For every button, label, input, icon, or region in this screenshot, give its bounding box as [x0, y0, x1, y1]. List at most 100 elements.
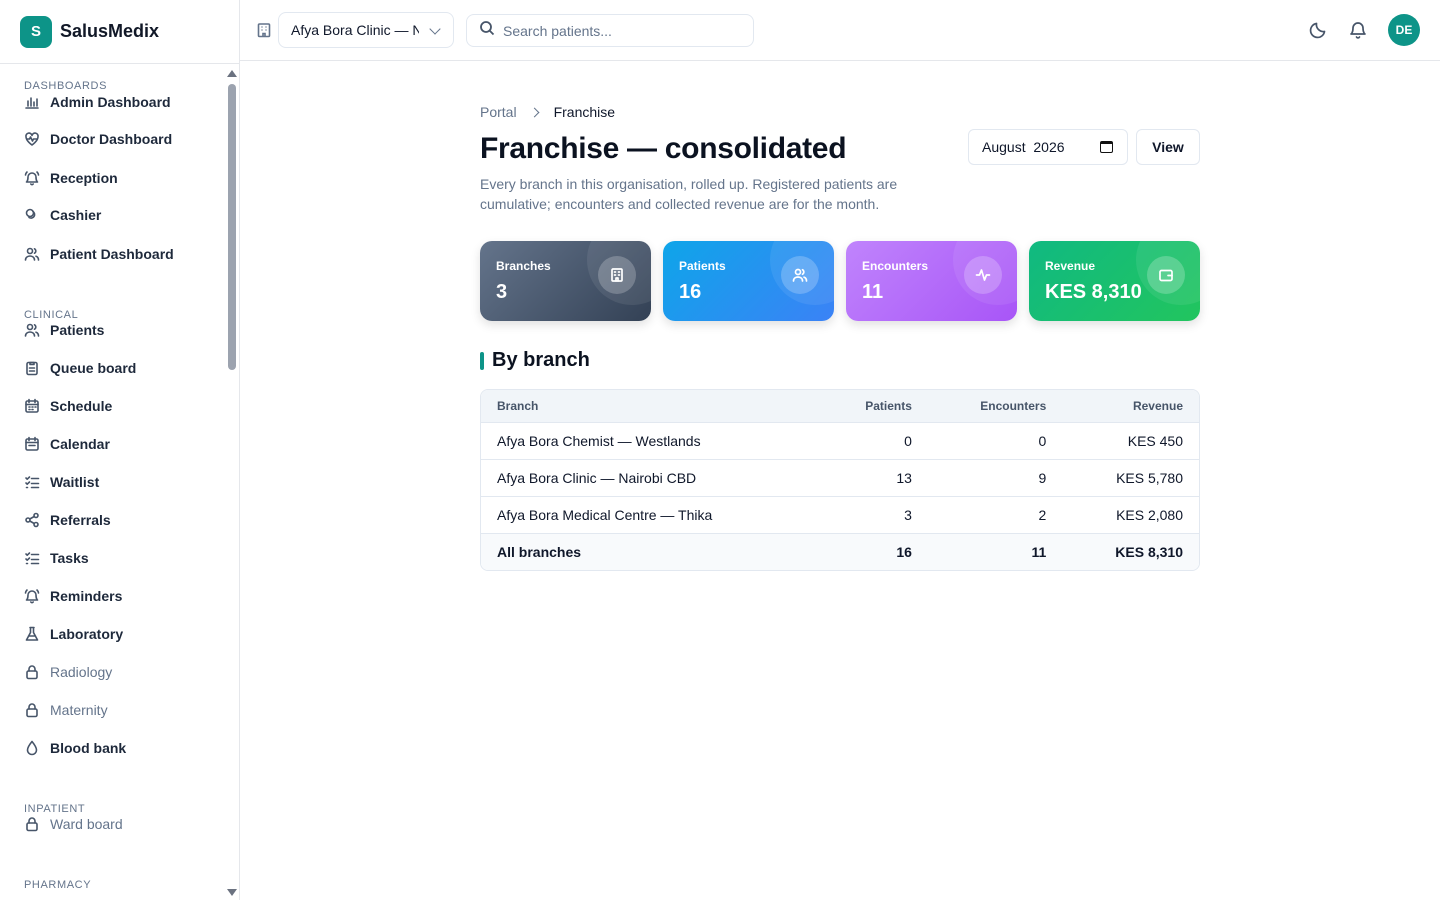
cell-encounters: 2: [927, 495, 1063, 533]
chevron-right-icon: [529, 107, 540, 117]
stat-card-branches: Branches 3: [480, 241, 651, 321]
sidebar-item-label: Schedule: [50, 398, 113, 414]
calendar-days-icon: [24, 436, 42, 452]
sidebar-nav: DASHBOARDS Admin Dashboard Doctor Dashboar…: [0, 64, 226, 900]
table-row: Afya Bora Chemist — Westlands 0 0 KES 45…: [481, 421, 1199, 459]
calendar-icon[interactable]: [1100, 141, 1113, 153]
sidebar-item-label: Cashier: [50, 207, 102, 223]
scroll-thumb[interactable]: [228, 84, 236, 370]
activity-icon: [964, 256, 1002, 294]
wallet-icon: [1147, 256, 1185, 294]
sidebar-item-label: Reception: [50, 170, 118, 186]
sidebar-item-label: Waitlist: [50, 474, 100, 490]
clipboard-icon: [24, 360, 42, 376]
branch-select-value: Afya Bora Clinic — Nairobi CBD: [291, 22, 419, 38]
sidebar-item-label: Maternity: [50, 702, 108, 718]
table-row: Afya Bora Medical Centre — Thika 3 2 KES…: [481, 495, 1199, 533]
cell-encounters: 0: [927, 421, 1063, 459]
scroll-up-arrow[interactable]: [227, 70, 237, 77]
sidebar-item-tasks[interactable]: Tasks: [0, 539, 226, 577]
user-avatar[interactable]: DE: [1388, 14, 1420, 46]
search-box[interactable]: [466, 14, 754, 47]
moon-icon[interactable]: [1308, 20, 1328, 40]
lock-icon: [24, 816, 42, 832]
sidebar-item-blood-bank[interactable]: Blood bank: [0, 729, 226, 767]
column-header-patients: Patients: [865, 398, 912, 413]
view-button[interactable]: View: [1136, 129, 1200, 165]
bar-chart-icon: [24, 94, 42, 110]
cell-branch: Afya Bora Chemist — Westlands: [481, 421, 821, 459]
sidebar-item-cashier[interactable]: Cashier: [0, 196, 226, 234]
sidebar-item-doctor-dashboard[interactable]: Doctor Dashboard: [0, 120, 226, 158]
coins-icon: [24, 207, 42, 223]
lock-icon: [24, 702, 42, 718]
sidebar-item-patient-dashboard[interactable]: Patient Dashboard: [0, 235, 226, 273]
stat-value: 3: [496, 281, 508, 303]
share-icon: [24, 512, 42, 528]
sidebar-item-calendar[interactable]: Calendar: [0, 425, 226, 463]
stat-label: Encounters: [862, 259, 929, 273]
search-input[interactable]: [503, 22, 743, 39]
bell-ring-icon: [24, 588, 42, 604]
sidebar-item-queue-board[interactable]: Queue board: [0, 349, 226, 387]
sidebar-section-dashboards: DASHBOARDS: [24, 80, 108, 92]
sidebar-item-admin-dashboard[interactable]: Admin Dashboard: [0, 83, 226, 121]
sidebar-item-reception[interactable]: Reception: [0, 159, 226, 197]
list-checks-icon: [24, 550, 42, 566]
cell-revenue: KES 5,780: [1062, 458, 1199, 496]
branch-table: Branch Patients Encounters Revenue Afya …: [480, 389, 1200, 571]
sidebar-section-pharmacy: PHARMACY: [24, 879, 92, 891]
users-icon: [781, 256, 819, 294]
month-input[interactable]: August 2026: [968, 129, 1128, 165]
stat-value: KES 8,310: [1045, 281, 1142, 303]
topbar: Afya Bora Clinic — Nairobi CBD DE: [240, 0, 1440, 61]
sidebar-item-referrals[interactable]: Referrals: [0, 501, 226, 539]
page-title: Franchise — consolidated: [480, 132, 847, 165]
bell-ring-icon: [24, 170, 42, 186]
table-total-row: All branches 16 11 KES 8,310: [481, 532, 1199, 570]
cell-total-encounters: 11: [927, 532, 1063, 570]
search-icon: [479, 20, 495, 41]
scroll-down-arrow[interactable]: [227, 889, 237, 896]
section-title: By branch: [492, 349, 590, 371]
sidebar-item-schedule[interactable]: Schedule: [0, 387, 226, 425]
sidebar-item-reminders[interactable]: Reminders: [0, 577, 226, 615]
stat-label: Branches: [496, 259, 551, 273]
sidebar-item-label: Admin Dashboard: [50, 94, 171, 110]
cell-revenue: KES 450: [1062, 421, 1199, 459]
breadcrumb-current: Franchise: [553, 104, 616, 120]
stat-value: 16: [679, 281, 702, 303]
stat-card-patients: Patients 16: [663, 241, 834, 321]
cell-branch: Afya Bora Medical Centre — Thika: [481, 495, 821, 533]
users-icon: [24, 322, 42, 338]
sidebar-item-radiology[interactable]: Radiology: [0, 653, 226, 691]
breadcrumb: Portal Franchise: [480, 100, 1200, 124]
sidebar-item-label: Calendar: [50, 436, 110, 452]
cell-revenue: KES 2,080: [1062, 495, 1199, 533]
brand[interactable]: S SalusMedix: [0, 0, 239, 64]
stat-label: Patients: [679, 259, 726, 273]
cell-patients: 3: [820, 495, 928, 533]
brand-logo: S: [20, 15, 52, 48]
main-content: Portal Franchise Franchise — consolidate…: [480, 100, 1200, 571]
list-checks-icon: [24, 474, 42, 490]
sidebar-item-maternity[interactable]: Maternity: [0, 691, 226, 729]
breadcrumb-portal[interactable]: Portal: [480, 104, 517, 120]
branch-select[interactable]: Afya Bora Clinic — Nairobi CBD: [278, 12, 454, 48]
sidebar-item-label: Patients: [50, 322, 105, 338]
sidebar-item-patients[interactable]: Patients: [0, 311, 226, 349]
column-header-revenue: Revenue: [1132, 398, 1183, 413]
cell-patients: 13: [820, 458, 928, 496]
sidebar-scrollbar[interactable]: [226, 64, 238, 900]
sidebar-section-clinical: CLINICAL: [24, 309, 79, 321]
sidebar-item-waitlist[interactable]: Waitlist: [0, 463, 226, 501]
sidebar-item-laboratory[interactable]: Laboratory: [0, 615, 226, 653]
users-icon: [24, 246, 42, 262]
bell-icon[interactable]: [1348, 20, 1368, 40]
sidebar-item-label: Referrals: [50, 512, 111, 528]
sidebar-item-label: Radiology: [50, 664, 113, 680]
sidebar-item-ward-board[interactable]: Ward board: [0, 805, 226, 843]
section-by-branch: By branch: [480, 349, 590, 372]
heart-pulse-icon: [24, 131, 42, 147]
sidebar-item-label: Ward board: [50, 816, 123, 832]
